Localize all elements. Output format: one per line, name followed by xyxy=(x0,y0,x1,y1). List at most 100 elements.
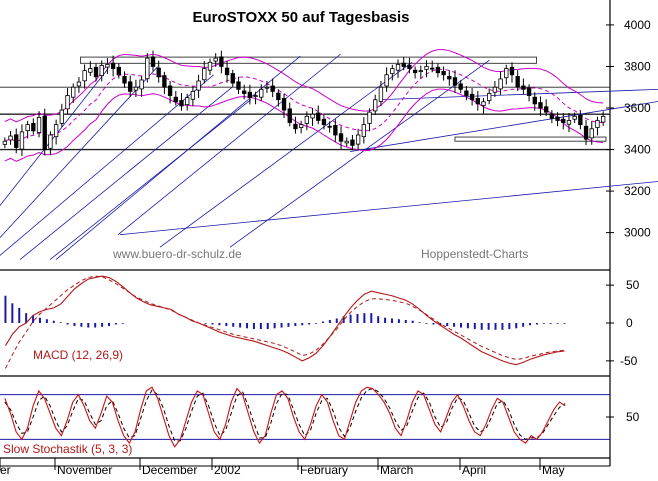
candle-body xyxy=(412,69,418,74)
candle-body xyxy=(526,87,532,96)
candle-body xyxy=(298,124,304,128)
candle-body xyxy=(475,98,480,105)
macd-line xyxy=(4,275,565,366)
candle-body xyxy=(549,113,555,119)
chart-title: EuroSTOXX 50 auf Tagesbasis xyxy=(192,9,409,26)
fan-trendline xyxy=(117,53,341,236)
candle-body xyxy=(492,86,498,93)
candle-body xyxy=(31,122,36,132)
price-tick-label: 3000 xyxy=(624,226,651,240)
candle-body xyxy=(481,101,486,106)
candle-body xyxy=(167,85,173,96)
envelope-band-line xyxy=(4,88,604,162)
candle-body xyxy=(236,81,241,90)
candle-body xyxy=(401,62,406,67)
price-rectangle xyxy=(80,56,538,64)
candle-body xyxy=(424,66,429,70)
candle-body xyxy=(509,66,515,76)
stochastic-tick-label: 50 xyxy=(626,410,640,424)
candle-body xyxy=(344,140,349,144)
candle-body xyxy=(19,131,25,150)
candle-body xyxy=(361,124,366,138)
x-axis-label: er xyxy=(0,463,11,477)
watermark-hoppenstedt: Hoppenstedt-Charts xyxy=(421,247,528,261)
fan-trendline xyxy=(229,59,490,248)
candle-body xyxy=(458,83,463,90)
candle-body xyxy=(224,67,230,76)
fan-trendline xyxy=(349,101,658,153)
candle-body xyxy=(350,139,355,146)
macd-panel: 50 0 -50 MACD (12, 26,9) xyxy=(0,275,640,377)
candle-body xyxy=(59,109,64,124)
candle-body xyxy=(566,120,572,125)
candle-body xyxy=(247,91,253,99)
candle-body xyxy=(162,75,167,88)
candle-body xyxy=(2,140,8,145)
candle-body xyxy=(25,124,30,132)
candle-body xyxy=(281,98,287,111)
candle-body xyxy=(338,133,344,142)
macd-y-axis: 50 0 -50 xyxy=(606,278,640,368)
candle-body xyxy=(150,56,156,67)
candle-body xyxy=(287,108,292,123)
candle-body xyxy=(293,123,298,130)
candle-body xyxy=(207,61,213,71)
candle-body xyxy=(122,76,127,84)
candle-body xyxy=(259,88,264,98)
candle-body xyxy=(452,77,458,86)
price-tick-label: 3400 xyxy=(624,143,651,157)
candle-body xyxy=(99,65,104,77)
candle-body xyxy=(145,57,150,80)
fan-trendline xyxy=(379,88,658,101)
macd-tick-label: 50 xyxy=(626,278,640,292)
candle-body xyxy=(219,56,224,67)
stochastic-y-axis: 50 xyxy=(606,410,640,424)
candle-body xyxy=(532,96,537,105)
fan-trendline xyxy=(119,181,658,236)
x-axis-label: April xyxy=(462,463,486,477)
candle-body xyxy=(82,70,87,82)
candle-body xyxy=(71,86,76,98)
candle-body xyxy=(242,90,247,94)
candle-body xyxy=(595,120,600,128)
candle-body xyxy=(270,85,275,92)
candle-body xyxy=(521,85,526,90)
stochastic-panel: 50 Slow Stochastik (5, 3, 3) xyxy=(0,386,640,459)
candle-body xyxy=(53,124,59,138)
price-rectangle xyxy=(454,136,607,142)
candle-body xyxy=(373,99,378,112)
candle-body xyxy=(93,66,99,78)
price-panel: 4000 3800 3600 3400 3200 3000 xyxy=(0,0,658,466)
candle-body xyxy=(253,95,258,97)
x-axis-label: March xyxy=(380,463,413,477)
x-axis: er November December 2002 February March April… xyxy=(0,458,610,477)
candle-body xyxy=(88,68,93,73)
candle-body xyxy=(316,112,321,121)
candle-body xyxy=(544,106,549,113)
candle-body xyxy=(196,80,201,91)
candle-body xyxy=(333,125,338,136)
candle-body xyxy=(321,118,327,126)
macd-tick-label: 0 xyxy=(626,316,633,330)
candle-body xyxy=(310,113,315,119)
candle-body xyxy=(116,66,121,76)
envelope-bands xyxy=(4,49,604,162)
candle-body xyxy=(600,115,606,123)
candle-body xyxy=(572,115,577,120)
macd-label: MACD (12, 26,9) xyxy=(33,348,123,362)
x-axis-label: November xyxy=(57,463,112,477)
stochastic-label: Slow Stochastik (5, 3, 3) xyxy=(3,442,132,456)
price-tick-label: 4000 xyxy=(624,18,651,32)
macd-tick-label: -50 xyxy=(620,354,638,368)
envelope-band-line xyxy=(4,68,604,143)
candle-body xyxy=(179,100,184,107)
candle-body xyxy=(128,81,133,92)
candle-body xyxy=(355,134,361,145)
candle-body xyxy=(487,93,492,101)
x-axis-label: 2002 xyxy=(214,463,241,477)
candle-body xyxy=(185,97,190,106)
candle-body xyxy=(515,76,520,88)
candle-body xyxy=(538,102,543,109)
candle-body xyxy=(578,114,583,126)
candle-body xyxy=(156,67,161,78)
